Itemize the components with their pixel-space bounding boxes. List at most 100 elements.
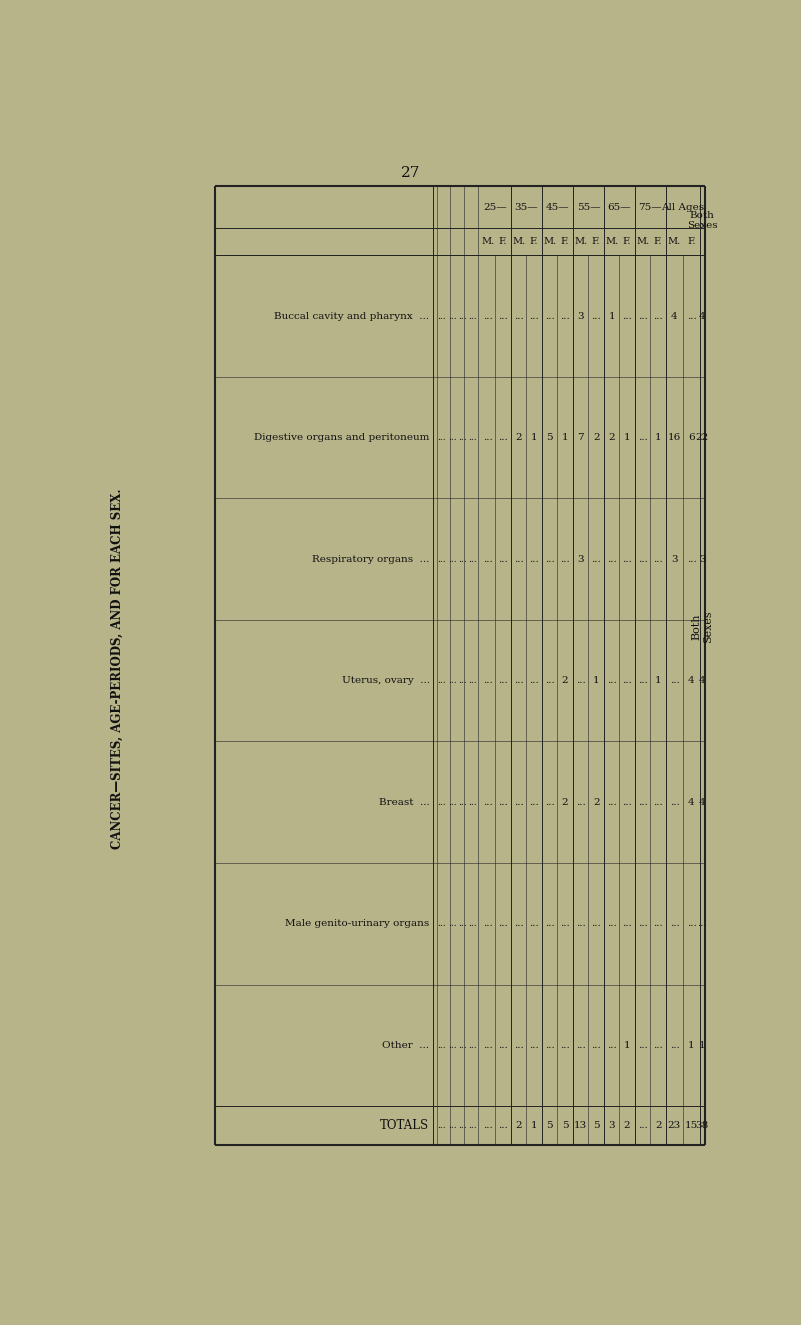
Text: ...: ...: [513, 798, 524, 807]
Text: 4: 4: [699, 798, 706, 807]
Text: ...: ...: [529, 798, 539, 807]
Text: 22: 22: [696, 433, 709, 443]
Text: 1: 1: [624, 433, 630, 443]
Text: F.: F.: [530, 237, 538, 246]
Text: ...: ...: [560, 555, 570, 563]
Text: ...: ...: [670, 920, 679, 929]
Text: ...: ...: [437, 1041, 446, 1049]
Text: F.: F.: [623, 237, 631, 246]
Text: Digestive organs and peritoneum: Digestive organs and peritoneum: [254, 433, 429, 443]
Text: F.: F.: [561, 237, 570, 246]
Text: ...: ...: [483, 676, 493, 685]
Text: ...: ...: [469, 676, 477, 685]
Text: ...: ...: [638, 1121, 647, 1130]
Text: 16: 16: [668, 433, 681, 443]
Text: 4: 4: [699, 676, 706, 685]
Text: M.: M.: [636, 237, 650, 246]
Text: ...: ...: [638, 555, 647, 563]
Text: ...: ...: [591, 555, 601, 563]
Text: ...: ...: [622, 920, 632, 929]
Text: ...: ...: [437, 798, 446, 807]
Text: 6: 6: [688, 433, 694, 443]
Text: ...: ...: [529, 1041, 539, 1049]
Text: 1: 1: [624, 1041, 630, 1049]
Text: ...: ...: [654, 798, 663, 807]
Text: ...: ...: [448, 311, 457, 321]
Text: ...: ...: [560, 311, 570, 321]
Text: ...: ...: [498, 920, 508, 929]
Text: 2: 2: [624, 1121, 630, 1130]
Text: ...: ...: [498, 555, 508, 563]
Text: CANCER—SITES, AGE-PERIODS, AND FOR EACH SEX.: CANCER—SITES, AGE-PERIODS, AND FOR EACH …: [111, 489, 123, 849]
Text: ...: ...: [638, 1041, 647, 1049]
Text: M.: M.: [543, 237, 556, 246]
Text: Uterus, ovary  ...: Uterus, ovary ...: [341, 676, 429, 685]
Text: Buccal cavity and pharynx  ...: Buccal cavity and pharynx ...: [275, 311, 429, 321]
Text: 4: 4: [688, 676, 694, 685]
Text: ...: ...: [576, 676, 586, 685]
Text: ...: ...: [457, 433, 466, 443]
Text: M.: M.: [574, 237, 587, 246]
Text: ...: ...: [606, 1041, 617, 1049]
Text: ...: ...: [513, 311, 524, 321]
Text: ...: ...: [448, 555, 457, 563]
Text: 35—: 35—: [514, 203, 538, 212]
Text: ...: ...: [498, 311, 508, 321]
Text: ...: ...: [469, 433, 477, 443]
Text: 2: 2: [515, 433, 522, 443]
Text: F.: F.: [592, 237, 601, 246]
Text: 65—: 65—: [608, 203, 631, 212]
Text: ...: ...: [545, 920, 554, 929]
Text: ...: ...: [622, 311, 632, 321]
Text: ...: ...: [606, 555, 617, 563]
Text: ...: ...: [437, 555, 446, 563]
Text: 75—: 75—: [638, 203, 662, 212]
Text: ...: ...: [437, 920, 446, 929]
Text: ...: ...: [513, 920, 524, 929]
Text: Other  ...: Other ...: [383, 1041, 429, 1049]
Text: ...: ...: [448, 920, 457, 929]
Text: 38: 38: [696, 1121, 709, 1130]
Text: 2: 2: [593, 433, 599, 443]
Text: ...: ...: [457, 920, 466, 929]
Text: ...: ...: [457, 311, 466, 321]
Text: ...: ...: [469, 555, 477, 563]
Text: M.: M.: [605, 237, 618, 246]
Text: ...: ...: [483, 433, 493, 443]
Text: 13: 13: [574, 1121, 587, 1130]
Text: ...: ...: [483, 798, 493, 807]
Text: 4: 4: [688, 798, 694, 807]
Text: ...: ...: [622, 555, 632, 563]
Text: 3: 3: [699, 555, 706, 563]
Text: ...: ...: [483, 920, 493, 929]
Text: M.: M.: [512, 237, 525, 246]
Text: ...: ...: [498, 1121, 508, 1130]
Text: 1: 1: [593, 676, 599, 685]
Text: ...: ...: [560, 1041, 570, 1049]
Text: ...: ...: [448, 433, 457, 443]
Text: ...: ...: [638, 676, 647, 685]
Text: 4: 4: [699, 311, 706, 321]
Text: ...: ...: [498, 433, 508, 443]
Text: M.: M.: [481, 237, 494, 246]
Text: ...: ...: [469, 1041, 477, 1049]
Text: ...: ...: [448, 1121, 457, 1130]
Text: ...: ...: [545, 798, 554, 807]
Text: 5: 5: [593, 1121, 599, 1130]
Text: ...: ...: [483, 555, 493, 563]
Text: 25—: 25—: [484, 203, 507, 212]
Text: 5: 5: [546, 1121, 553, 1130]
Text: 1: 1: [654, 676, 662, 685]
Text: 27: 27: [400, 166, 421, 180]
Text: ...: ...: [483, 1121, 493, 1130]
Text: ...: ...: [591, 920, 601, 929]
Text: ...: ...: [498, 798, 508, 807]
Text: 2: 2: [593, 798, 599, 807]
Text: 1: 1: [688, 1041, 694, 1049]
Text: ...: ...: [670, 676, 679, 685]
Text: ...: ...: [638, 920, 647, 929]
Text: ...: ...: [457, 798, 466, 807]
Text: ...: ...: [529, 676, 539, 685]
Text: 3: 3: [578, 311, 584, 321]
Text: 3: 3: [608, 1121, 615, 1130]
